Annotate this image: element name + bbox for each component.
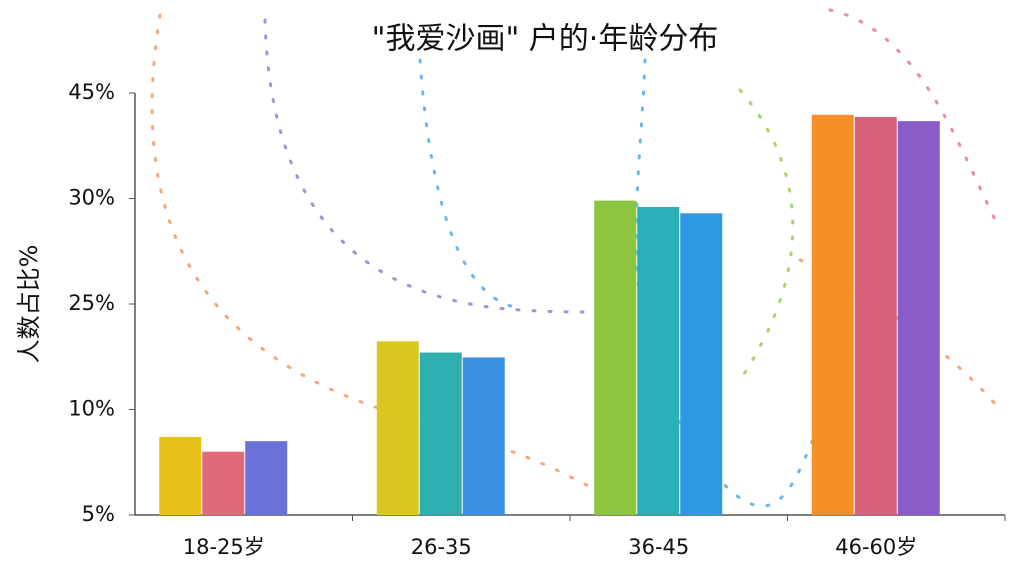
bar (594, 200, 637, 516)
bar (159, 436, 202, 515)
y-tick-label: 25% (68, 291, 115, 315)
bar (854, 116, 897, 515)
bar (811, 114, 854, 515)
x-tick-label: 46-60岁 (835, 535, 917, 559)
bar (462, 357, 505, 515)
y-tick-label: 10% (68, 397, 115, 421)
y-tick-label: 5% (82, 502, 115, 526)
bar (376, 341, 419, 515)
y-tick-label: 30% (68, 186, 115, 210)
bar (897, 121, 940, 515)
chart-title: "我爱沙画" 户的·年龄分布 (372, 22, 719, 57)
x-tick-label: 18-25岁 (183, 535, 265, 559)
x-tick-label: 26-35 (411, 535, 472, 559)
bar (637, 206, 680, 515)
bar (245, 441, 288, 515)
bar (680, 213, 723, 515)
x-tick-label: 36-45 (628, 535, 689, 559)
y-axis-label: 人数占比% (15, 245, 43, 364)
bar (202, 451, 245, 515)
bar (419, 352, 462, 515)
y-tick-label: 45% (68, 80, 115, 104)
